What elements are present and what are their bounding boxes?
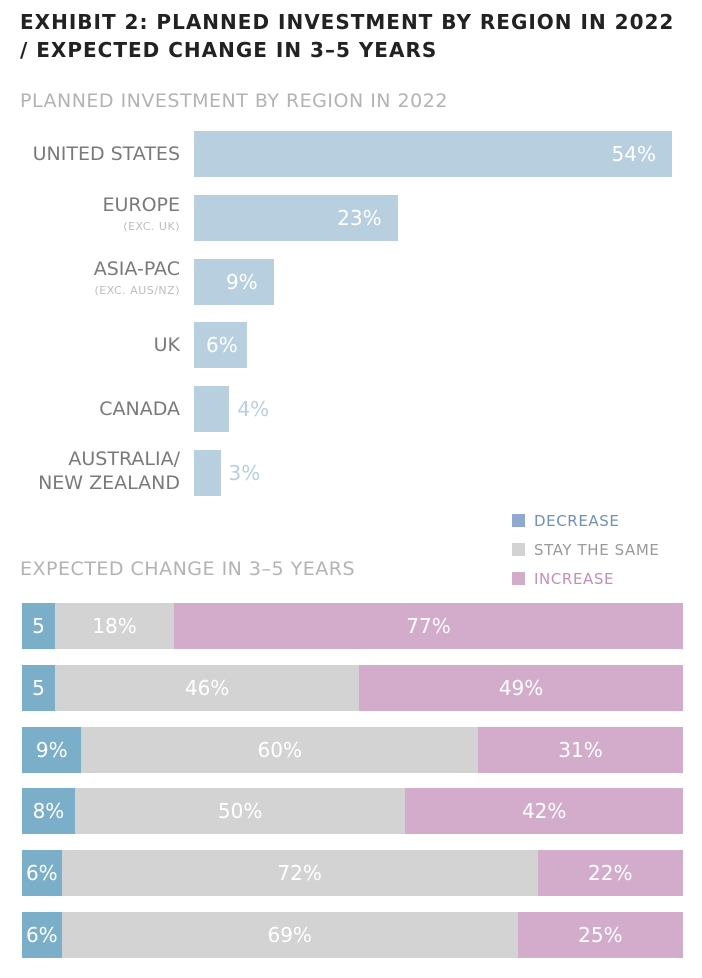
stay-segment: 72% (61, 850, 538, 897)
investment-value-label: 9% (225, 269, 258, 294)
investment-value-label: 54% (611, 142, 656, 166)
category-label: EUROPE (102, 193, 180, 216)
increase-segment: 42% (405, 788, 683, 835)
investment-bar (194, 131, 672, 177)
legend-item-stay: STAY THE SAME (512, 535, 660, 564)
investment-section-title: PLANNED INVESTMENT BY REGION IN 2022 (20, 90, 448, 112)
increase-segment: 77% (174, 603, 683, 649)
investment-value-label: 3% (228, 461, 261, 485)
investment-bar (194, 450, 221, 496)
investment-bar (194, 322, 248, 369)
increase-segment: 31% (478, 726, 683, 773)
increase-segment: 25% (517, 912, 683, 958)
legend-label-increase: INCREASE (534, 569, 615, 588)
decrease-segment: 5 (22, 664, 56, 711)
stay-segment: 69% (61, 912, 518, 958)
investment-bar (194, 194, 398, 241)
stay-segment: 46% (55, 664, 360, 711)
change-row: 6% 72% 22% (22, 850, 683, 897)
stay-segment: 50% (74, 788, 406, 835)
change-row: 8% 50% 42% (22, 788, 683, 835)
increase-segment: 22% (537, 850, 683, 897)
category-sublabel: (EXC. AUS/NZ) (94, 283, 180, 297)
legend-label-decrease: DECREASE (534, 511, 620, 530)
decrease-segment: 8% (22, 788, 75, 835)
decrease-segment: 6% (22, 850, 62, 897)
investment-value-label: 23% (337, 205, 382, 230)
change-row: 9% 60% 31% (22, 726, 683, 773)
stay-segment: 18% (55, 603, 175, 649)
change-row: 6% 69% 25% (22, 912, 683, 958)
investment-value-label: 4% (237, 397, 270, 422)
category-label: AUSTRALIA/NEW ZEALAND (38, 448, 180, 494)
change-row: 5 46% 49% (22, 664, 683, 711)
investment-bar (194, 386, 230, 433)
category-label: UNITED STATES (32, 143, 180, 165)
legend-item-increase: INCREASE (512, 564, 660, 593)
decrease-segment: 6% (22, 912, 62, 958)
investment-bar (194, 258, 274, 305)
legend-swatch-decrease (512, 514, 525, 527)
category-label: UK (153, 334, 180, 357)
legend: DECREASE STAY THE SAME INCREASE (512, 506, 660, 593)
stay-segment: 60% (81, 726, 479, 773)
decrease-segment: 9% (22, 726, 82, 773)
category-sublabel: (EXC. UK) (123, 219, 180, 233)
increase-segment: 49% (359, 664, 683, 711)
change-row: 5 18% 77% (22, 603, 683, 649)
legend-item-decrease: DECREASE (512, 506, 660, 535)
category-label: CANADA (99, 398, 180, 421)
legend-swatch-increase (512, 572, 525, 585)
change-section-title: EXPECTED CHANGE IN 3–5 YEARS (20, 558, 356, 580)
decrease-segment: 5 (22, 603, 56, 649)
page-title: EXHIBIT 2: PLANNED INVESTMENT BY REGION … (20, 10, 675, 62)
legend-label-stay: STAY THE SAME (534, 540, 660, 559)
investment-value-label: 6% (206, 333, 238, 358)
category-label: ASIA-PAC (93, 257, 180, 280)
legend-swatch-stay (512, 543, 525, 556)
